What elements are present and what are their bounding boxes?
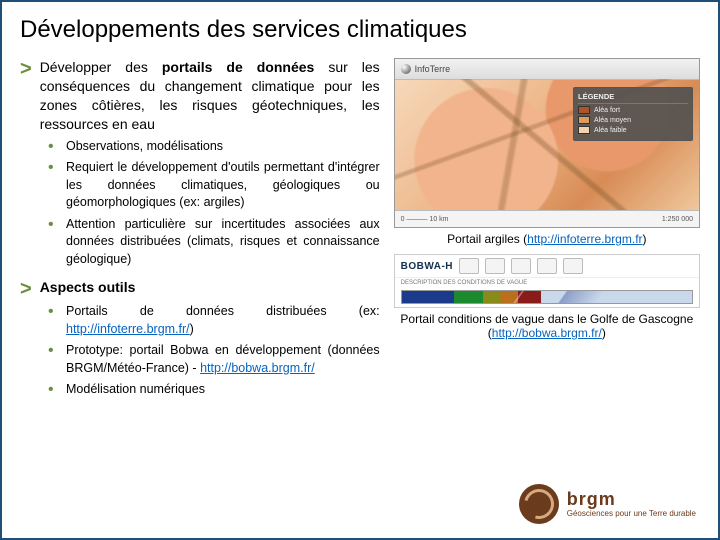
left-column: > Développer des portails de données sur…: [20, 58, 380, 409]
legend-label: Aléa fort: [594, 107, 620, 114]
figure2-caption: Portail conditions de vague dans le Golf…: [394, 312, 700, 340]
partner-badge: [537, 258, 557, 274]
section1-lead-before: Développer des: [40, 59, 162, 75]
infoterre-link[interactable]: http://infoterre.brgm.fr/: [66, 322, 190, 336]
partner-badge: [563, 258, 583, 274]
chevron-icon: >: [20, 59, 32, 79]
section1-bullets: Observations, modélisations Requiert le …: [48, 138, 380, 269]
section-outils: > Aspects outils Portails de données dis…: [20, 278, 380, 399]
caption-text: ): [602, 326, 606, 340]
chevron-icon: >: [20, 279, 32, 299]
slide-title: Développements des services climatiques: [20, 16, 700, 44]
brgm-tagline: Géosciences pour une Terre durable: [567, 510, 696, 518]
list-item: Observations, modélisations: [48, 138, 380, 156]
section-portails: > Développer des portails de données sur…: [20, 58, 380, 268]
legend-swatch: [578, 106, 590, 114]
bobwa-screenshot: BOBWA-H DESCRIPTION DES CONDITIONS DE VA…: [394, 254, 700, 308]
map-app-name: InfoTerre: [415, 64, 451, 74]
map-bottombar: 0 ——— 10 km 1:250 000: [395, 210, 699, 227]
map-scale: 0 ——— 10 km: [401, 216, 449, 223]
legend-row: Aléa fort: [578, 106, 688, 114]
legend-swatch: [578, 126, 590, 134]
legend-label: Aléa moyen: [594, 117, 631, 124]
bullet-text: ): [190, 322, 194, 336]
section2-bullets: Portails de données distribuées (ex: htt…: [48, 303, 380, 399]
partner-badge: [459, 258, 479, 274]
figure1-caption: Portail argiles (http://infoterre.brgm.f…: [394, 232, 700, 246]
legend-label: Aléa faible: [594, 127, 627, 134]
brgm-logo: brgm Géosciences pour une Terre durable: [519, 484, 696, 524]
section2-heading: Aspects outils: [40, 278, 136, 297]
content-columns: > Développer des portails de données sur…: [20, 58, 700, 409]
bobwa-map: [401, 290, 693, 304]
bobwa-link[interactable]: http://bobwa.brgm.fr/: [492, 326, 602, 340]
brgm-name: brgm: [567, 490, 696, 508]
legend-row: Aléa moyen: [578, 116, 688, 124]
caption-text: Portail argiles (: [447, 232, 527, 246]
brgm-text: brgm Géosciences pour une Terre durable: [567, 490, 696, 518]
caption-text: ): [643, 232, 647, 246]
bobwa-subtitle: DESCRIPTION DES CONDITIONS DE VAGUE: [395, 278, 699, 288]
slide: Développements des services climatiques …: [0, 0, 720, 540]
list-item: Portails de données distribuées (ex: htt…: [48, 303, 380, 338]
map-zoom: 1:250 000: [662, 216, 693, 223]
bobwa-header: BOBWA-H: [395, 255, 699, 278]
figure-argiles: InfoTerre LÉGENDE Aléa fort Aléa moyen A…: [394, 58, 700, 246]
map-legend: LÉGENDE Aléa fort Aléa moyen Aléa faible: [573, 87, 693, 141]
list-item: Modélisation numériques: [48, 381, 380, 399]
map-screenshot: InfoTerre LÉGENDE Aléa fort Aléa moyen A…: [394, 58, 700, 228]
bobwa-title: BOBWA-H: [401, 261, 453, 272]
map-topbar: InfoTerre: [395, 59, 699, 80]
globe-icon: [401, 64, 411, 74]
bobwa-link[interactable]: http://bobwa.brgm.fr/: [200, 361, 315, 375]
partner-badge: [485, 258, 505, 274]
list-item: Attention particulière sur incertitudes …: [48, 216, 380, 269]
figure-bobwa: BOBWA-H DESCRIPTION DES CONDITIONS DE VA…: [394, 254, 700, 340]
legend-swatch: [578, 116, 590, 124]
section1-lead-bold: portails de données: [162, 59, 314, 75]
infoterre-link[interactable]: http://infoterre.brgm.fr: [527, 232, 642, 246]
bullet-text: Portails de données distribuées (ex:: [66, 304, 380, 318]
right-column: InfoTerre LÉGENDE Aléa fort Aléa moyen A…: [394, 58, 700, 409]
section1-lead: Développer des portails de données sur l…: [40, 58, 380, 134]
legend-title: LÉGENDE: [578, 92, 688, 104]
list-item: Requiert le développement d'outils perme…: [48, 159, 380, 212]
legend-row: Aléa faible: [578, 126, 688, 134]
list-item: Prototype: portail Bobwa en développemen…: [48, 342, 380, 377]
brgm-icon: [519, 484, 559, 524]
partner-badge: [511, 258, 531, 274]
